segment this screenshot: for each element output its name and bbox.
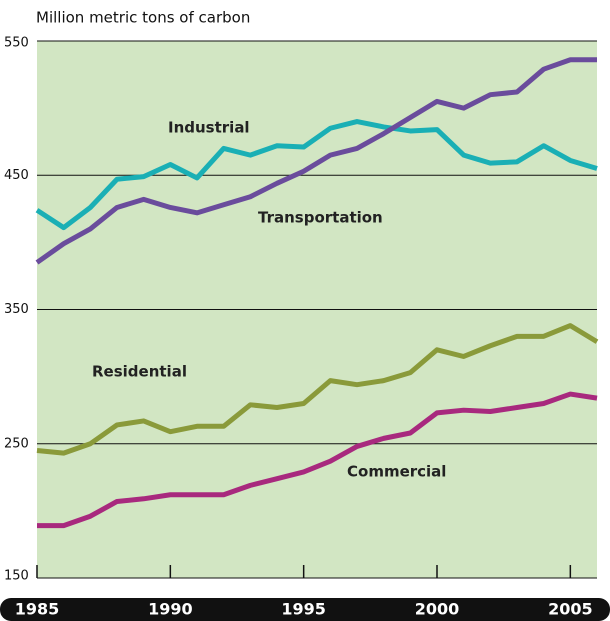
series-label: Residential [92, 363, 187, 381]
series-label: Industrial [168, 119, 250, 137]
x-tick-label: 2005 [548, 600, 593, 619]
y-tick-label: 450 [4, 168, 29, 183]
x-tick-label: 1995 [281, 600, 326, 619]
x-tick-label: 1990 [148, 600, 193, 619]
y-axis-label: Million metric tons of carbon [36, 9, 250, 27]
x-tick-label: 2000 [415, 600, 460, 619]
series-line [35, 119, 598, 231]
y-tick-label: 550 [4, 36, 29, 51]
y-tick-label: 350 [4, 302, 29, 317]
series-line [37, 391, 598, 529]
y-tick-label: 150 [4, 569, 29, 584]
y-tick-label: 250 [4, 436, 29, 451]
series-line [35, 57, 597, 265]
series-label: Commercial [347, 463, 446, 481]
series-line [36, 323, 599, 456]
x-tick-label: 1985 [15, 600, 60, 619]
x-axis-band [0, 598, 610, 621]
series-label: Transportation [258, 209, 383, 227]
